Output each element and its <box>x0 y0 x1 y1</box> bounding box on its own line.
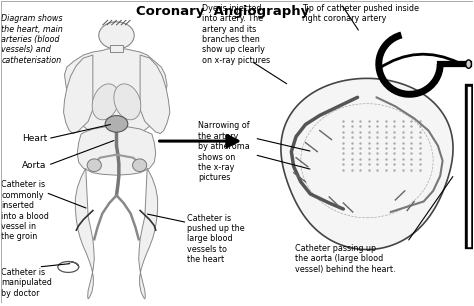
Text: Tip of catheter pushed inside
right coronary artery: Tip of catheter pushed inside right coro… <box>302 4 419 23</box>
Ellipse shape <box>114 84 141 120</box>
Text: Dye is injected
into artery. The
artery and its
branches then
show up clearly
on: Dye is injected into artery. The artery … <box>201 4 270 65</box>
Ellipse shape <box>133 159 147 172</box>
Text: Catheter passing up
the aorta (large blood
vessel) behind the heart.: Catheter passing up the aorta (large blo… <box>295 244 395 274</box>
Ellipse shape <box>87 159 101 172</box>
Text: Coronary  Angiography: Coronary Angiography <box>136 5 310 18</box>
Polygon shape <box>140 55 170 133</box>
Text: Catheter is
manipulated
by doctor: Catheter is manipulated by doctor <box>1 268 52 298</box>
Text: Catheter is
pushed up the
large blood
vessels to
the heart: Catheter is pushed up the large blood ve… <box>187 214 245 264</box>
Polygon shape <box>281 78 453 250</box>
Text: Aorta: Aorta <box>22 161 46 170</box>
Polygon shape <box>64 48 167 140</box>
Text: Diagram shows
the heart, main
arteries (blood
vessels) and
catheterisation: Diagram shows the heart, main arteries (… <box>1 14 63 65</box>
Text: Narrowing of
the artery
by atheroma
shows on
the x-ray
pictures: Narrowing of the artery by atheroma show… <box>198 121 250 182</box>
Ellipse shape <box>99 22 134 49</box>
Polygon shape <box>77 127 156 175</box>
Polygon shape <box>75 168 94 299</box>
Text: Heart: Heart <box>22 133 47 143</box>
Polygon shape <box>64 55 93 133</box>
Text: Catheter is
commonly
inserted
into a blood
vessel in
the groin: Catheter is commonly inserted into a blo… <box>1 180 49 241</box>
Ellipse shape <box>466 60 472 68</box>
Ellipse shape <box>92 84 119 120</box>
Ellipse shape <box>105 116 128 132</box>
FancyBboxPatch shape <box>110 45 123 52</box>
Polygon shape <box>139 168 157 299</box>
